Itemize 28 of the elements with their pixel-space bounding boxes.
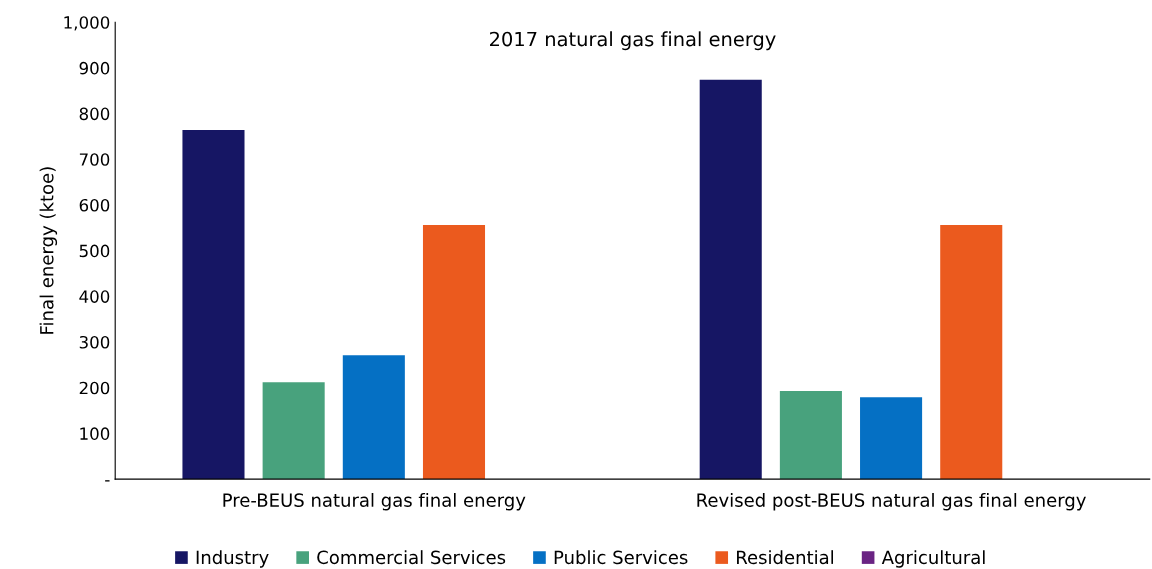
y-axis-title: Final energy (ktoe) — [39, 167, 58, 334]
y-tick-label: 500 — [79, 244, 110, 258]
x-tick-label: Revised post-BEUS natural gas final energy — [697, 492, 1086, 511]
y-tick-label: 300 — [79, 335, 110, 349]
y-tick-label: 200 — [79, 381, 110, 395]
y-tick-label: 900 — [79, 61, 110, 75]
legend-label: Public Services — [554, 550, 688, 565]
y-tick-label: - — [105, 480, 110, 482]
legend-label: Commercial Services — [317, 550, 506, 565]
bar — [342, 355, 405, 480]
chart-title: 2017 natural gas final energy — [490, 31, 776, 51]
bar — [262, 382, 325, 480]
legend-label: Residential — [737, 550, 834, 565]
y-tick-label: 800 — [79, 107, 110, 121]
y-tick-label: 1,000 — [64, 16, 110, 31]
bar — [860, 397, 923, 480]
y-tick-label: 100 — [80, 427, 110, 440]
bar — [422, 225, 486, 480]
legend-label: Agricultural — [881, 550, 985, 568]
y-tick-label: 700 — [79, 153, 110, 166]
bar — [779, 390, 842, 480]
y-tick-label: 600 — [79, 198, 110, 212]
bar — [182, 130, 245, 480]
x-tick-label: Pre-BEUS natural gas final energy — [223, 492, 526, 511]
bar — [940, 225, 1003, 480]
legend-label: Industry — [196, 550, 269, 568]
y-tick-label: 400 — [79, 290, 110, 303]
bar — [699, 79, 762, 480]
